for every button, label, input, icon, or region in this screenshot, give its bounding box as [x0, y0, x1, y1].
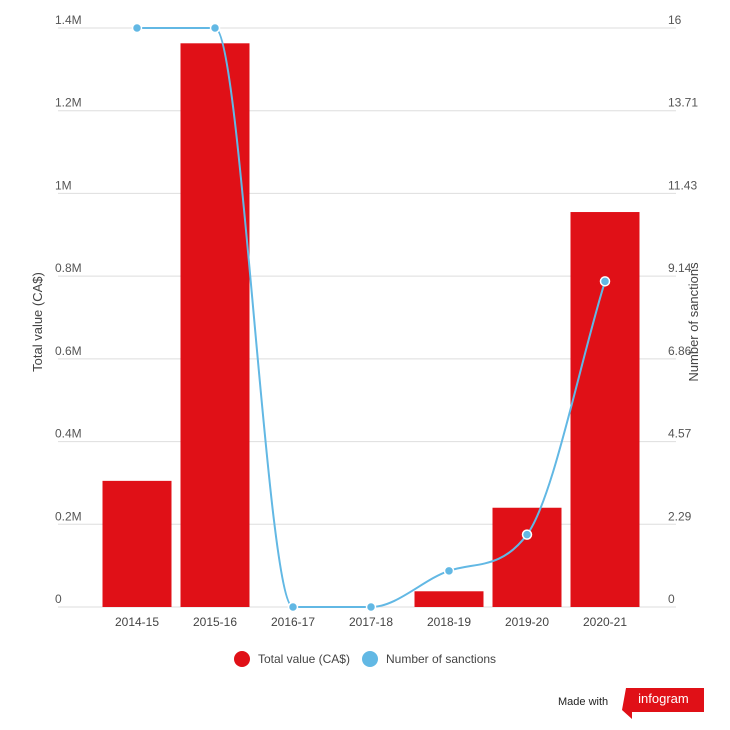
infogram-logo: infogram — [616, 686, 705, 719]
y-axis-title: Total value (CA$) — [30, 272, 45, 372]
y-tick-label: 0 — [55, 592, 62, 606]
x-tick-label: 2019-20 — [505, 615, 549, 629]
y2-tick-label: 6.86 — [668, 344, 692, 358]
x-tick-label: 2017-18 — [349, 615, 393, 629]
bar — [492, 507, 562, 607]
left-axis-ticks: 0 0.2M 0.4M 0.6M 0.8M 1M 1.2M 1.4M — [55, 13, 82, 606]
x-tick-label: 2016-17 — [271, 615, 315, 629]
y-tick-label: 1.4M — [55, 13, 82, 27]
y-tick-label: 1M — [55, 178, 72, 192]
combo-chart: 0 0.2M 0.4M 0.6M 0.8M 1M 1.2M 1.4M 0 2.29 4.57 6.8… — [30, 13, 701, 629]
line-point — [443, 565, 455, 577]
legend-label: Number of sanctions — [385, 652, 497, 666]
line-point — [131, 22, 143, 34]
legend-swatch-blue — [361, 651, 378, 667]
line-point — [599, 276, 611, 287]
x-tick-label: 2014-15 — [115, 615, 159, 629]
legend-item-total-value[interactable]: Total value (CA$) — [233, 651, 350, 667]
legend: Total value (CA$) Number of sanctions — [0, 651, 730, 667]
y-tick-label: 1.2M — [55, 96, 82, 110]
bar — [414, 591, 484, 607]
y2-tick-label: 0 — [668, 592, 675, 606]
legend-swatch-red — [233, 651, 250, 667]
x-tick-label: 2020-21 — [583, 615, 627, 629]
legend-label: Total value (CA$) — [257, 652, 350, 666]
x-tick-label: 2015-16 — [193, 615, 237, 629]
bar — [102, 480, 172, 607]
right-axis-ticks: 0 2.29 4.57 6.86 9.14 11.43 13.71 16 — [668, 13, 698, 606]
x-tick-label: 2018-19 — [427, 615, 471, 629]
y-tick-label: 0.6M — [55, 344, 82, 358]
infogram-branding[interactable]: Made with infogram — [558, 686, 705, 719]
y-tick-label: 0.8M — [55, 261, 82, 275]
bar — [570, 212, 640, 607]
bar-series — [102, 43, 640, 608]
x-axis-ticks: 2014-15 2015-16 2016-17 2017-18 2018-19 2019-… — [115, 615, 627, 629]
made-with-text: Made with — [558, 696, 609, 708]
y2-axis-title: Number of sanctions — [686, 262, 701, 382]
legend-item-sanctions[interactable]: Number of sanctions — [361, 651, 497, 667]
line-series — [131, 22, 611, 613]
logo-text: infogram — [638, 691, 689, 706]
line-point — [365, 601, 377, 613]
y2-tick-label: 4.57 — [668, 427, 692, 441]
y2-tick-label: 9.14 — [668, 261, 692, 275]
bar — [180, 43, 250, 608]
y2-tick-label: 13.71 — [668, 96, 698, 110]
y2-tick-label: 16 — [668, 13, 682, 27]
y-tick-label: 0.2M — [55, 509, 82, 523]
line-point — [209, 22, 221, 34]
y2-tick-label: 11.43 — [668, 178, 697, 192]
line-point — [287, 601, 299, 613]
line-point — [521, 529, 533, 540]
y2-tick-label: 2.29 — [668, 509, 692, 523]
series-line — [137, 26, 606, 609]
y-tick-label: 0.4M — [55, 427, 82, 441]
